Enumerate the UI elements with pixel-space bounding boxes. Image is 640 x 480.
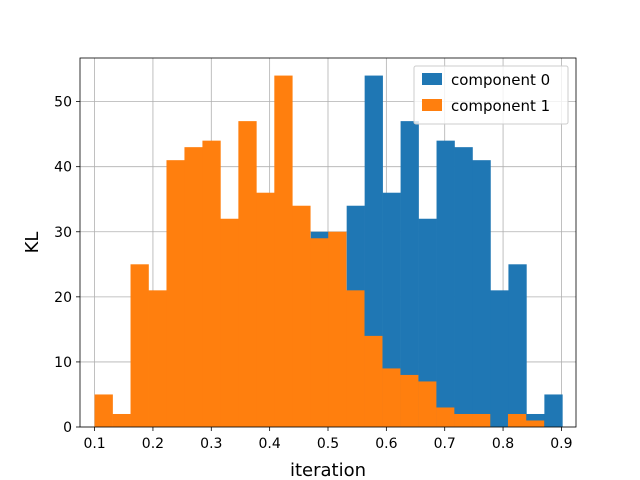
series-component-1-bars [94, 75, 545, 428]
bar-component-1 [256, 192, 275, 427]
bar-component-1 [274, 75, 293, 428]
bar-component-1 [328, 231, 347, 427]
bar-component-1 [202, 140, 221, 427]
bar-component-1 [382, 368, 401, 427]
legend-swatch-component-1 [422, 99, 442, 111]
bar-component-1 [364, 335, 383, 427]
x-tick-label: 0.9 [550, 436, 572, 452]
x-axis-ticks: 0.1 0.2 0.3 0.4 0.5 0.6 0.7 0.8 0.9 [83, 427, 573, 452]
y-tick-label: 10 [54, 355, 72, 371]
bar-component-0 [400, 121, 419, 427]
x-tick-label: 0.1 [83, 436, 105, 452]
bar-component-0 [508, 264, 527, 427]
x-tick-label: 0.5 [317, 436, 339, 452]
bar-component-1 [130, 264, 149, 427]
bar-component-1 [346, 290, 365, 427]
legend-label-component-1: component 1 [451, 97, 550, 115]
y-tick-label: 50 [54, 95, 72, 111]
bar-component-1 [238, 121, 257, 427]
x-tick-label: 0.3 [200, 436, 222, 452]
x-axis-label: iteration [290, 460, 366, 480]
x-tick-label: 0.7 [434, 436, 456, 452]
y-tick-label: 0 [63, 420, 72, 436]
bar-component-1 [94, 394, 113, 427]
bar-component-1 [507, 413, 527, 427]
bar-component-1 [472, 413, 491, 427]
legend-box [413, 65, 569, 125]
bar-component-1 [400, 374, 419, 427]
y-tick-label: 40 [54, 160, 72, 176]
bar-component-1 [310, 238, 329, 427]
y-axis-label: KL [22, 232, 43, 254]
bar-component-1 [220, 218, 239, 427]
x-tick-label: 0.2 [142, 436, 164, 452]
x-tick-label: 0.8 [492, 436, 514, 452]
y-tick-label: 20 [54, 290, 72, 306]
bar-component-1 [454, 413, 473, 427]
y-axis-ticks: 0 10 20 30 40 50 [54, 95, 80, 436]
bar-component-0 [490, 290, 509, 427]
bar-component-1 [292, 205, 311, 427]
legend-swatch-component-0 [422, 73, 442, 85]
bar-component-1 [112, 413, 131, 427]
bar-component-0 [418, 218, 437, 427]
bar-component-1 [166, 160, 185, 427]
bar-component-1 [436, 407, 455, 427]
legend: component 0 component 1 [413, 65, 569, 125]
x-tick-label: 0.6 [375, 436, 397, 452]
bar-component-1 [525, 420, 545, 427]
bar-component-1 [148, 290, 167, 427]
bar-component-0 [454, 147, 473, 427]
bar-component-0 [544, 394, 563, 427]
bar-component-0 [472, 160, 491, 427]
bar-component-1 [418, 381, 437, 427]
y-tick-label: 30 [54, 225, 72, 241]
bar-component-0 [436, 140, 455, 427]
legend-label-component-0: component 0 [451, 71, 550, 89]
x-tick-label: 0.4 [259, 436, 281, 452]
bar-component-1 [184, 147, 203, 427]
